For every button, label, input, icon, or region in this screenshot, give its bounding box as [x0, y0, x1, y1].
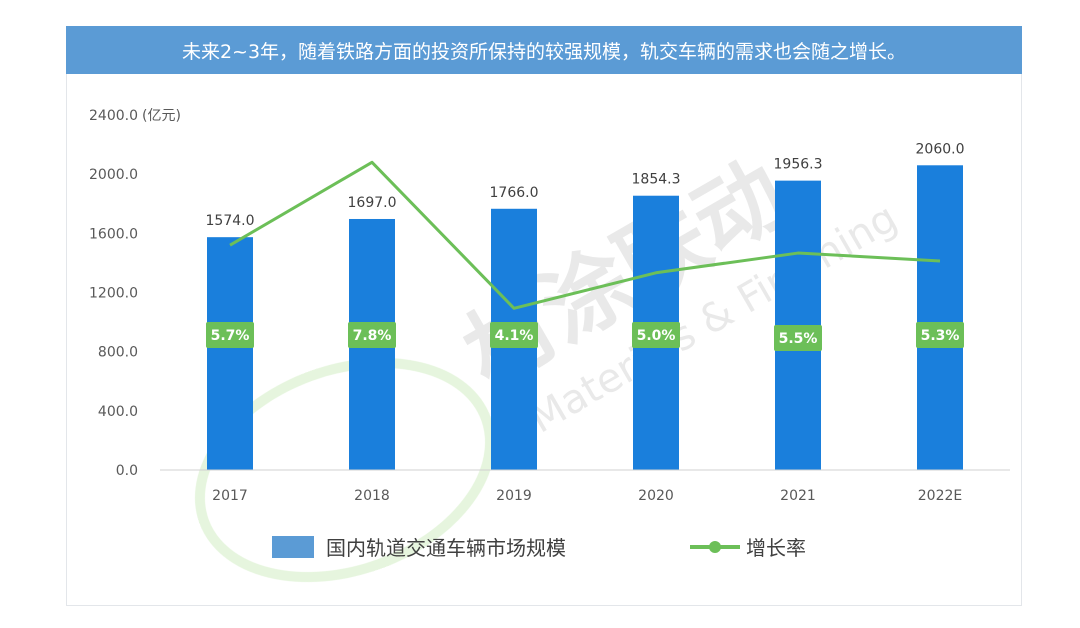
growth-rate-badge [490, 322, 538, 348]
growth-rate-label: 5.3% [921, 328, 960, 344]
x-tick-label: 2020 [638, 488, 674, 504]
growth-rate-line [229, 160, 941, 310]
x-tick-label: 2021 [780, 488, 816, 504]
growth-rate-badge [774, 325, 822, 351]
x-tick-label: 2019 [496, 488, 532, 504]
y-tick-label: 0.0 [116, 463, 138, 479]
legend: 国内轨道交通车辆市场规模 增长率 [272, 536, 806, 560]
bar [917, 165, 963, 470]
bar [207, 237, 253, 470]
bar-value-label: 1854.3 [632, 172, 681, 188]
chart-title: 未来2~3年，随着铁路方面的投资所保持的较强规模，轨交车辆的需求也会随之增长。 [66, 26, 1022, 74]
growth-rate-badge [632, 322, 680, 348]
y-axis-unit: (亿元) [142, 108, 181, 124]
growth-rate-label: 7.8% [353, 328, 392, 344]
growth-rate-label: 5.7% [211, 328, 250, 344]
x-tick-label: 2017 [212, 488, 248, 504]
y-tick-label: 400.0 [98, 404, 138, 420]
line-series: 5.7% 7.8% 4.1% 5.0% 5.5% 5.3% [206, 160, 964, 351]
y-tick-label: 1600.0 [89, 226, 138, 242]
growth-rate-label: 5.0% [637, 328, 676, 344]
bar-value-label: 1697.0 [348, 195, 397, 211]
bar-value-label: 1766.0 [490, 185, 539, 201]
y-tick-label: 800.0 [98, 345, 138, 361]
y-tick-label: 1200.0 [89, 286, 138, 302]
growth-rate-badge [206, 322, 254, 348]
legend-bar-label: 国内轨道交通车辆市场规模 [326, 536, 566, 560]
legend-bar-swatch [272, 536, 314, 558]
growth-rate-badge [348, 322, 396, 348]
x-tick-label: 2022E [918, 488, 962, 504]
x-axis: 2017 2018 2019 2020 2021 2022E [160, 469, 1010, 504]
bar-value-label: 2060.0 [916, 141, 965, 157]
y-tick-label: 2000.0 [89, 167, 138, 183]
legend-line-marker [709, 541, 721, 553]
growth-rate-label: 4.1% [495, 328, 534, 344]
y-tick-label: 2400.0 [89, 108, 138, 124]
growth-rate-badge [916, 322, 964, 348]
watermark-ring [194, 357, 496, 583]
legend-line-label: 增长率 [746, 536, 806, 560]
bar-value-label: 1956.3 [774, 157, 823, 173]
y-axis: 0.0 400.0 800.0 1200.0 1600.0 2000.0 2400.0 (亿元… [89, 108, 181, 479]
bar-value-label: 1574.0 [206, 213, 255, 229]
growth-rate-label: 5.5% [779, 331, 818, 347]
x-tick-label: 2018 [354, 488, 390, 504]
